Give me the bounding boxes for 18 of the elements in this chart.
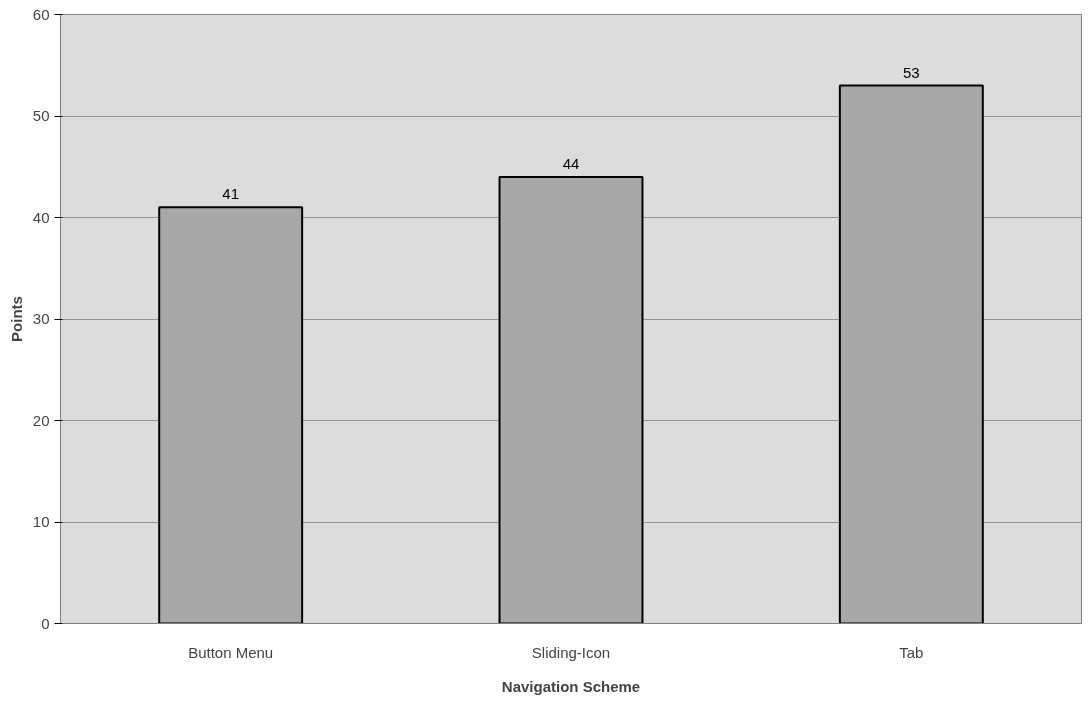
y-tick-label: 40: [32, 208, 50, 226]
data-label: 44: [562, 154, 580, 172]
bar: [838, 84, 984, 624]
y-tick-label: 30: [32, 310, 50, 327]
x-tick-label: Tab: [899, 643, 924, 661]
x-axis-title: Navigation Scheme: [501, 677, 641, 695]
y-axis-title: Points: [7, 296, 25, 342]
y-tick-label: 0: [41, 614, 50, 632]
bar: [498, 175, 644, 624]
x-tick-label: Button Menu: [188, 643, 274, 661]
data-label: 41: [222, 185, 240, 203]
y-tick-label: 20: [32, 411, 50, 429]
y-tick-label: 50: [32, 107, 50, 124]
x-tick-label: Sliding-Icon: [531, 643, 611, 661]
data-label: 53: [902, 63, 920, 81]
y-tick-label: 60: [32, 5, 50, 23]
y-tick-label: 10: [32, 513, 50, 530]
bar: [158, 206, 304, 624]
